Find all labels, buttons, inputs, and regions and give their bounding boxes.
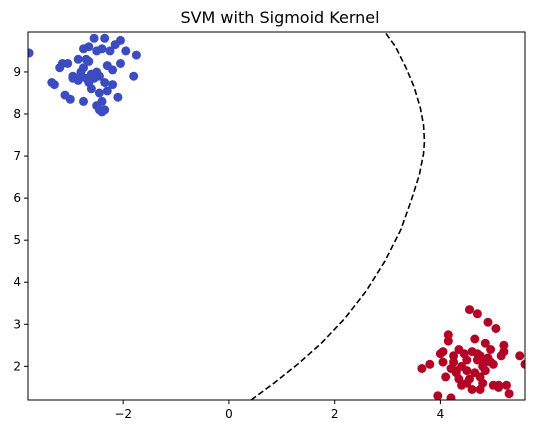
data-point-class-1 — [515, 351, 525, 361]
y-tick-label: 3 — [13, 317, 21, 331]
data-point-class-1 — [499, 347, 509, 357]
data-point-class-0 — [116, 35, 125, 45]
data-point-class-1 — [462, 355, 472, 365]
data-points — [28, 33, 525, 400]
data-point-class-1 — [499, 340, 509, 350]
data-point-class-1 — [417, 364, 427, 373]
data-point-class-0 — [116, 59, 125, 68]
data-point-class-1 — [467, 385, 477, 394]
data-point-class-0 — [100, 78, 110, 87]
data-point-class-1 — [486, 345, 496, 354]
data-point-class-1 — [438, 347, 448, 357]
y-tick-label: 7 — [13, 149, 21, 163]
data-point-class-1 — [446, 364, 456, 373]
data-point-class-0 — [105, 46, 115, 56]
data-point-class-1 — [480, 338, 490, 348]
data-point-class-1 — [462, 366, 472, 376]
data-point-class-1 — [425, 359, 435, 369]
data-point-class-0 — [121, 46, 131, 56]
data-point-class-1 — [483, 317, 493, 327]
data-point-class-1 — [467, 347, 477, 357]
data-point-class-1 — [472, 309, 482, 319]
y-tick-label: 5 — [13, 233, 21, 247]
x-tick-label: 0 — [225, 407, 233, 421]
y-tick-label: 6 — [13, 191, 21, 205]
data-point-class-1 — [504, 389, 514, 399]
x-axis: −2 0 2 4 — [114, 400, 444, 421]
data-point-class-1 — [449, 351, 459, 361]
data-point-class-0 — [131, 50, 141, 60]
y-tick-label: 9 — [13, 65, 21, 79]
data-point-class-0 — [129, 71, 139, 81]
data-point-class-1 — [491, 324, 501, 333]
data-point-class-1 — [520, 359, 525, 369]
y-axis: 2 3 4 5 6 7 8 9 — [13, 65, 28, 373]
data-point-class-0 — [113, 92, 123, 102]
data-point-class-1 — [486, 357, 496, 367]
data-point-class-1 — [433, 391, 443, 400]
data-point-class-1 — [454, 374, 464, 384]
data-point-class-1 — [441, 372, 451, 382]
data-point-class-1 — [443, 336, 453, 346]
data-point-class-0 — [65, 94, 75, 104]
plot-area — [27, 31, 526, 401]
data-point-class-0 — [97, 44, 107, 54]
data-point-class-0 — [84, 42, 94, 52]
data-point-class-1 — [494, 380, 504, 390]
data-point-class-0 — [57, 59, 67, 68]
data-point-class-0 — [71, 73, 81, 83]
data-point-class-1 — [465, 305, 474, 315]
data-point-class-0 — [108, 65, 118, 75]
x-tick-label: −2 — [114, 407, 132, 421]
data-point-class-0 — [108, 80, 118, 90]
data-point-class-0 — [100, 33, 110, 43]
y-tick-label: 2 — [13, 359, 21, 373]
data-point-class-1 — [465, 374, 474, 384]
data-point-class-0 — [94, 105, 104, 115]
data-point-class-0 — [84, 78, 94, 87]
data-point-class-0 — [73, 54, 83, 64]
data-point-class-1 — [502, 380, 511, 390]
data-point-class-0 — [79, 63, 88, 73]
x-tick-label: 4 — [437, 407, 445, 421]
axes-frame — [27, 31, 526, 401]
x-tick-label: 2 — [331, 407, 339, 421]
data-point-class-1 — [443, 330, 453, 340]
data-point-class-0 — [79, 96, 88, 106]
data-point-class-0 — [28, 48, 34, 58]
data-point-class-1 — [472, 355, 482, 365]
data-point-class-1 — [475, 385, 485, 394]
decision-boundary — [250, 32, 426, 400]
y-tick-label: 8 — [13, 107, 21, 121]
data-point-class-1 — [478, 361, 488, 371]
data-point-class-0 — [102, 86, 112, 96]
data-point-class-1 — [475, 372, 485, 382]
data-point-class-0 — [94, 88, 104, 98]
data-point-class-1 — [470, 334, 480, 344]
data-point-class-0 — [89, 33, 99, 43]
data-point-class-0 — [81, 54, 91, 64]
data-point-class-0 — [89, 71, 99, 81]
y-tick-label: 4 — [13, 275, 21, 289]
chart-title: SVM with Sigmoid Kernel — [180, 8, 379, 27]
data-point-class-1 — [446, 393, 456, 400]
data-point-class-0 — [49, 80, 59, 90]
data-point-class-1 — [438, 357, 448, 367]
